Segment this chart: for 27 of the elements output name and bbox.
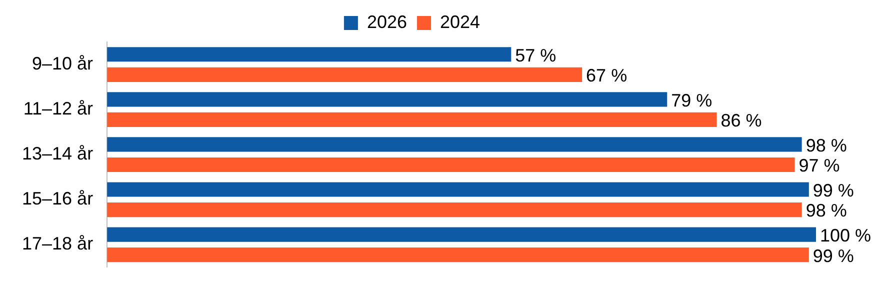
y-tick-label: 17–18 år [22,234,94,254]
bar [107,67,582,82]
legend-label: 2024 [440,12,480,32]
data-label: 99 % [812,246,854,266]
bar [107,248,809,262]
bar [107,202,802,218]
bar [107,137,802,152]
bar [107,157,795,172]
data-label: 98 % [806,200,847,221]
data-label: 57 % [515,45,556,66]
y-tick-label: 15–16 år [22,188,94,209]
data-label: 99 % [812,180,854,200]
y-tick-label: 11–12 år [23,98,94,119]
data-label: 98 % [806,135,847,156]
data-label: 67 % [586,66,628,86]
bar [107,47,512,62]
bar [107,227,816,242]
data-label: 100 % [820,226,872,246]
bar [107,92,668,107]
legend-label: 2026 [366,12,408,32]
data-label: 86 % [720,110,762,131]
bar [107,182,809,197]
bar [107,112,717,127]
data-label: 97 % [798,156,840,176]
data-label: 79 % [671,90,712,110]
y-tick-label: 9–10 år [32,53,94,74]
y-tick-label: 13–14 år [22,144,94,164]
